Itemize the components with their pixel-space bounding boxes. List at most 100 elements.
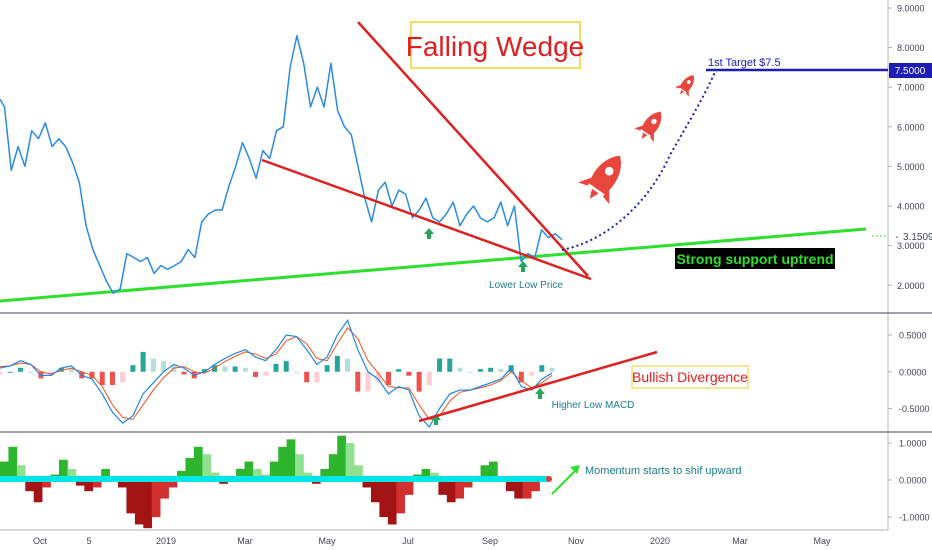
- target-label: 1st Target $7.5: [708, 57, 781, 69]
- momentum-bar: [379, 480, 389, 518]
- momentum-bar: [370, 480, 380, 503]
- macd-histogram-bar: [477, 369, 483, 372]
- macd-histogram-bar: [140, 351, 146, 372]
- price-tick-label: 3.0000: [897, 241, 925, 251]
- macd-tick-label: 0.5000: [899, 331, 927, 341]
- macd-histogram-bar: [201, 369, 207, 372]
- macd-histogram-bar: [396, 369, 402, 372]
- momentum-bar: [42, 480, 51, 488]
- arrow-up-right-icon: [570, 465, 580, 474]
- up-arrow-icon: [424, 228, 434, 239]
- macd-histogram-bar: [498, 369, 504, 372]
- macd-histogram-bar: [529, 371, 535, 376]
- macd-histogram-bar: [120, 371, 126, 383]
- momentum-bar: [75, 480, 85, 486]
- macd-divergence-line: [418, 350, 658, 423]
- macd-line: [0, 318, 553, 428]
- momentum-bar: [269, 461, 279, 481]
- momentum-bar: [101, 468, 110, 481]
- macd-histogram-bar: [263, 371, 269, 376]
- plot-background: [0, 0, 888, 550]
- macd-axis-ticks: 0.5000 0.0000 -0.5000: [888, 331, 930, 414]
- time-tick-label: 5: [86, 536, 91, 546]
- last-price-label: 3.1509: [903, 232, 932, 243]
- momentum-bar: [143, 480, 153, 529]
- wedge-lower-line: [261, 158, 592, 281]
- momentum-bar: [531, 480, 540, 492]
- momentum-bar: [514, 480, 524, 499]
- momentum-bar: [396, 480, 405, 514]
- divergence-label-box: [631, 365, 749, 389]
- price-axis-ticks: 2.0000 3.0000 4.0000 5.0000 6.0000 7.0000 8.00…: [888, 3, 925, 291]
- macd-histogram-bar: [406, 371, 412, 376]
- momentum-bar: [522, 480, 532, 499]
- projection-path: [561, 71, 716, 251]
- momentum-arrow-shaft: [551, 467, 579, 495]
- price-line: [0, 34, 563, 294]
- macd-histogram-bar: [355, 371, 361, 392]
- momentum-bar: [0, 461, 9, 481]
- macd-histogram-bar: [467, 371, 473, 373]
- macd-tick-label: -0.5000: [899, 404, 930, 414]
- support-label-box: [675, 248, 835, 269]
- momentum-bar: [244, 461, 254, 481]
- rocket-icon: [674, 75, 694, 97]
- momentum-bar: [295, 454, 304, 481]
- macd-histogram-bar: [273, 363, 279, 372]
- momentum-bar: [16, 465, 26, 481]
- momentum-bar: [25, 480, 35, 492]
- macd-histogram-bar: [365, 371, 371, 392]
- macd-histogram-bar: [518, 371, 524, 383]
- macd-histogram-bar: [345, 358, 351, 372]
- macd-histogram-bar: [437, 358, 443, 372]
- momentum-bar: [151, 480, 161, 518]
- momentum-bar: [84, 480, 94, 492]
- macd-histogram-bar: [416, 371, 422, 392]
- macd-histogram-bar: [17, 367, 23, 372]
- macd-histogram-bar: [283, 361, 289, 372]
- momentum-bar: [354, 465, 363, 481]
- macd-histogram-bar: [426, 371, 432, 385]
- momentum-bar: [337, 435, 346, 481]
- macd-histogram-bar: [314, 371, 320, 383]
- momentum-bar: [160, 480, 169, 499]
- momentum-bar: [168, 480, 178, 488]
- time-tick-label: Jul: [402, 536, 414, 546]
- macd-histogram-bar: [28, 371, 34, 373]
- momentum-bar: [59, 459, 68, 481]
- macd-histogram-bar: [161, 361, 167, 372]
- support-label: Strong support uptrend: [676, 251, 833, 267]
- momentum-bar: [362, 480, 372, 488]
- support-trendline: [0, 227, 867, 303]
- price-tick-label: 8.0000: [897, 43, 925, 53]
- rocket-icon: [634, 111, 662, 143]
- momentum-axis-ticks: 1.0000 0.0000 -1.0000: [888, 439, 930, 523]
- momentum-bar: [118, 480, 127, 488]
- momentum-bar: [446, 480, 456, 503]
- macd-histogram-bar: [539, 365, 545, 372]
- momentum-bar: [480, 465, 490, 481]
- momentum-bar: [92, 480, 102, 488]
- macd-histogram-bar: [130, 365, 136, 372]
- price-tick-label: 5.0000: [897, 162, 925, 172]
- macd-tick-label: 0.0000: [899, 367, 927, 377]
- macd-histogram-bar: [0, 371, 3, 375]
- macd-histogram-bar: [150, 358, 156, 372]
- macd-histogram-bar: [232, 366, 238, 372]
- macd-histogram-bar: [7, 371, 13, 373]
- time-tick-label: Mar: [732, 536, 748, 546]
- macd-histogram-bar: [375, 371, 381, 383]
- macd-histogram-bar: [253, 371, 259, 378]
- momentum-bar: [278, 446, 287, 481]
- momentum-bar: [421, 468, 431, 481]
- momentum-last-dot: [546, 476, 552, 482]
- macd-histogram-bar: [385, 371, 391, 385]
- momentum-bar: [177, 470, 186, 481]
- momentum-label: Momentum starts to shif upward: [585, 465, 742, 477]
- momentum-bar: [387, 480, 397, 525]
- wedge-upper-line: [357, 21, 589, 277]
- momentum-tick-label: -1.0000: [899, 513, 930, 523]
- macd-histogram-bar: [304, 371, 310, 383]
- target-price-badge: [889, 63, 932, 78]
